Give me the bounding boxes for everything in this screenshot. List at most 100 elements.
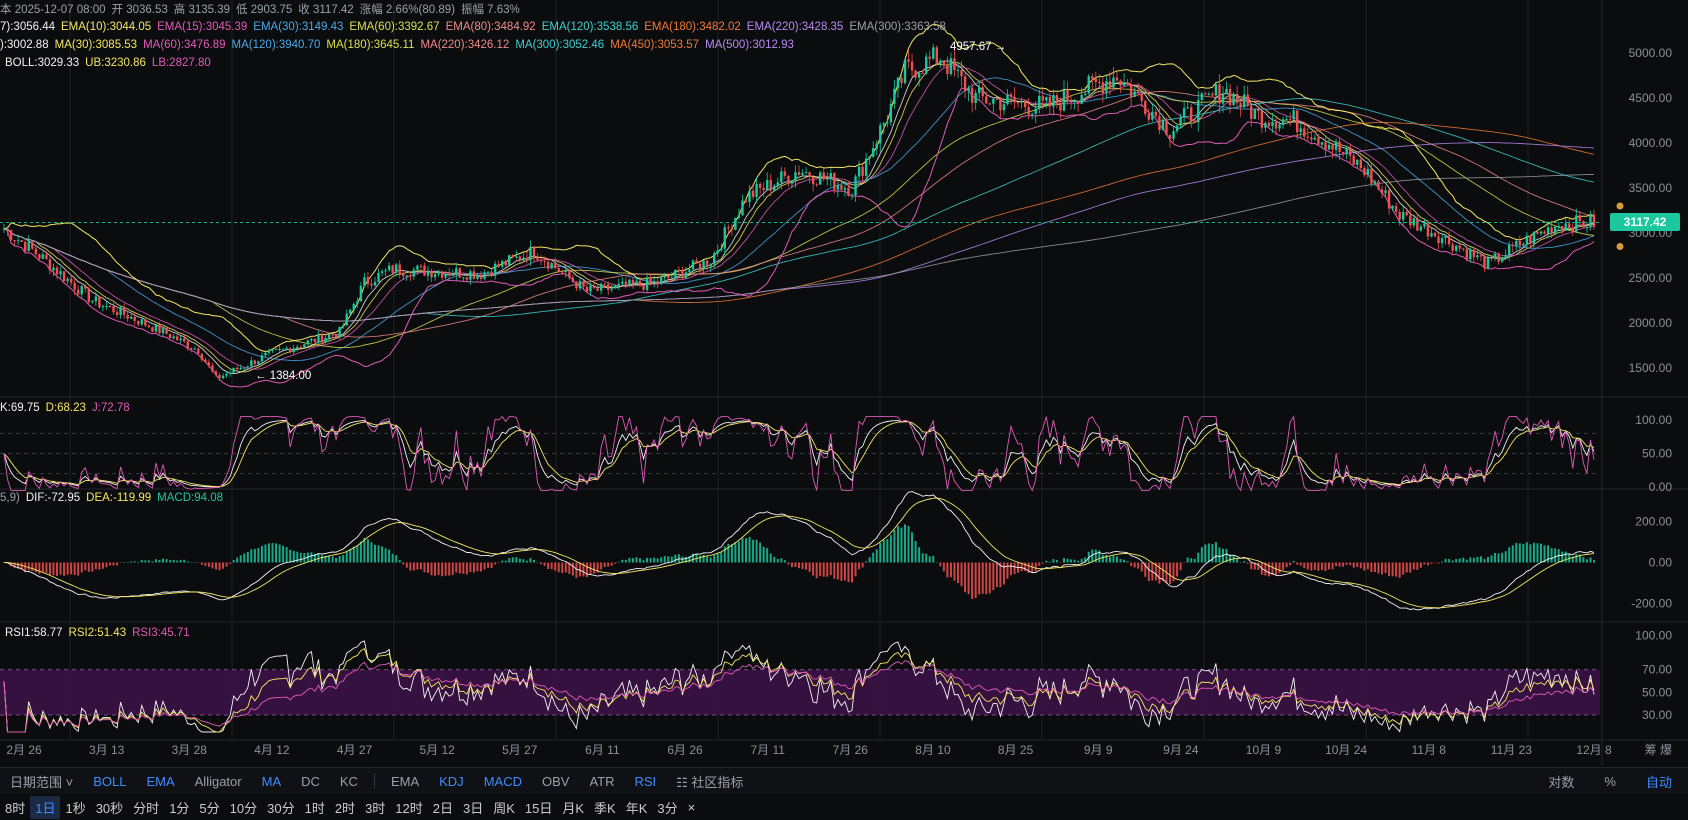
candle-body (412, 269, 416, 277)
candle-body (133, 316, 136, 321)
macd-bar (988, 562, 991, 594)
macd-bar (858, 562, 861, 570)
timeframe-option[interactable]: 2日 (432, 800, 453, 816)
candle-body (1151, 111, 1154, 120)
timeframe-option[interactable]: 周K (493, 800, 515, 816)
timeframe-option[interactable]: 年K (625, 800, 648, 816)
indicator-toggle[interactable]: KC (339, 773, 358, 789)
timeframe-option[interactable]: 5分 (199, 800, 220, 816)
timeframe-option[interactable]: 分时 (133, 800, 160, 816)
indicator-toggle[interactable]: 日期范围 ˅ (10, 774, 74, 790)
candle-body (963, 76, 967, 92)
scale-toggle[interactable]: 对数 (1548, 774, 1575, 790)
timeframe-option[interactable]: 1秒 (65, 800, 86, 816)
candle-body (1334, 141, 1338, 150)
macd-bar (642, 560, 645, 563)
macd-bar (1070, 559, 1073, 563)
indicator-toggle[interactable]: MA (261, 773, 282, 789)
candle-body (250, 360, 253, 367)
timeframe-option[interactable]: 1日 (30, 795, 61, 819)
candle-body (1214, 84, 1218, 96)
macd-bar (826, 562, 829, 577)
candle-body (1522, 243, 1525, 246)
timeframe-option[interactable]: 1分 (169, 800, 190, 816)
candle-body (186, 341, 189, 349)
timeframe-option[interactable]: 季K (594, 800, 616, 816)
sub-indicator-toggle[interactable]: RSI (634, 773, 657, 789)
candle-body (221, 375, 225, 379)
macd-bar (999, 562, 1002, 588)
macd-bar (1296, 562, 1299, 565)
scale-toggle[interactable]: % (1604, 773, 1616, 789)
candle-body (349, 309, 352, 314)
candle-body (1094, 78, 1097, 83)
candle-body (857, 166, 861, 177)
timeframe-option[interactable]: 10分 (229, 800, 258, 816)
macd-bar (480, 562, 482, 572)
timeframe-option[interactable]: 30分 (267, 800, 295, 816)
sub-indicator-toggle[interactable]: ☷ 社区指标 (676, 774, 744, 790)
timeframe-option[interactable]: × (687, 799, 696, 815)
candle-body (946, 65, 949, 75)
timeframe-option[interactable]: 15日 (524, 800, 553, 816)
macd-bar (1356, 562, 1359, 567)
candle-body (451, 274, 454, 276)
timeframe-option[interactable]: 3分 (657, 800, 678, 816)
macd-bar (762, 546, 765, 563)
candle-body (225, 373, 228, 376)
indicator-toggle[interactable]: BOLL (93, 773, 127, 789)
candle-body (660, 277, 663, 284)
sub-indicator-toggle[interactable]: EMA (390, 773, 420, 789)
macd-bar (1487, 557, 1489, 563)
macd-bar (981, 562, 984, 594)
sub-indicator-toggle[interactable]: OBV (541, 773, 570, 789)
timeframe-option[interactable]: 12时 (395, 800, 423, 816)
timeframe-option[interactable]: 月K (562, 800, 585, 816)
macd-bar (1451, 560, 1454, 563)
candle-body (716, 250, 719, 254)
candle-body (1179, 117, 1182, 126)
candle-body (1264, 122, 1267, 128)
macd-item: MACD:94.08 (157, 492, 223, 504)
macd-bar (1409, 562, 1412, 573)
sub-indicator-toggle[interactable]: MACD (483, 773, 522, 789)
indicator-toggle[interactable]: DC (301, 773, 320, 789)
timeframe-option[interactable]: 2时 (334, 800, 356, 816)
candle-body (1511, 244, 1514, 246)
indicator-toggle[interactable]: EMA (146, 773, 175, 789)
indicator-toggle[interactable]: Alligator (194, 773, 242, 789)
candle-body (504, 261, 507, 266)
sub-indicator-toggle[interactable]: KDJ (439, 773, 464, 789)
sub-indicator-toggle[interactable]: ATR (589, 773, 615, 789)
candle-body (1278, 124, 1281, 129)
timeframe-option[interactable]: 1时 (304, 800, 325, 816)
ma-item: MA(30):3085.53 (54, 39, 138, 51)
scale-toggle[interactable]: 自动 (1645, 774, 1672, 790)
candle-body (338, 326, 341, 338)
candle-body (953, 58, 956, 71)
kdj-axis-label: 100.00 (1635, 413, 1672, 427)
timeframe-option[interactable]: 3时 (365, 800, 386, 816)
macd-bar (639, 558, 641, 563)
macd-bar (752, 539, 755, 563)
macd-bar (1190, 558, 1193, 563)
candle-body (419, 265, 423, 267)
macd-bar (105, 562, 108, 568)
candle-body (366, 277, 370, 284)
candle-body (292, 348, 295, 353)
macd-bar (702, 554, 705, 563)
macd-bar (296, 551, 299, 563)
timeframe-option[interactable]: 30秒 (95, 800, 124, 816)
candle-body (928, 56, 931, 59)
macd-bar (798, 562, 800, 569)
timeframe-option[interactable]: 3日 (463, 800, 484, 816)
timeframe-option[interactable]: 8时 (5, 800, 26, 816)
low-marker: ← 1384.00 (255, 370, 312, 382)
macd-bar (87, 562, 90, 572)
candle-body (978, 87, 981, 93)
candle-body (1306, 136, 1309, 138)
macd-bar (656, 558, 659, 563)
macd-bar (52, 562, 55, 576)
time-axis-label: 4月 12 (254, 743, 290, 757)
